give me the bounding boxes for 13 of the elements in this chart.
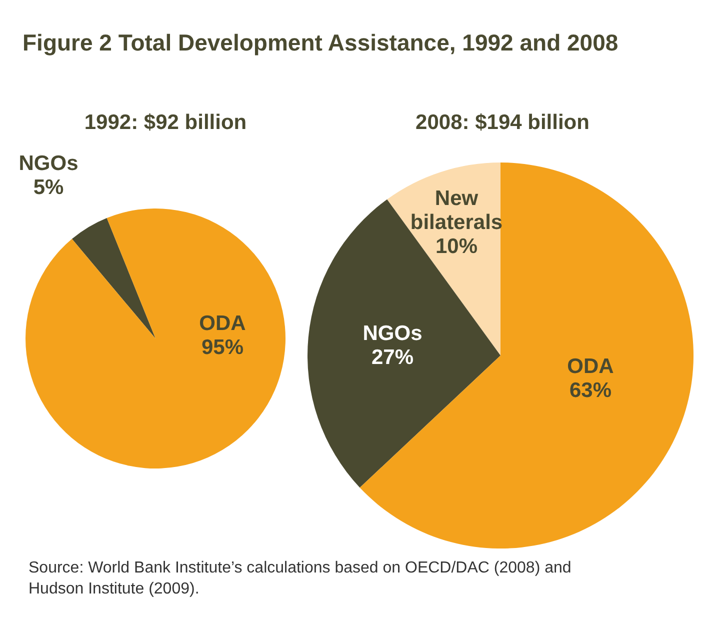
slice-label: NGOs	[362, 322, 422, 345]
chart-title: 1992: $92 billion	[84, 111, 247, 134]
slice-label: NGOs	[18, 152, 78, 175]
data-label: 10%	[435, 235, 478, 258]
slice-label: ODA	[199, 312, 246, 335]
data-label: 27%	[371, 346, 414, 370]
data-label: 95%	[201, 336, 244, 360]
slice-label: ODA	[567, 354, 614, 378]
data-label: 5%	[33, 176, 64, 200]
chart-title: 2008: $194 billion	[416, 111, 590, 134]
source-note: Source: World Bank Institute’s calculations based on OECD/DAC (2008) and Hudson Institute (2009).	[28, 559, 572, 598]
data-label: 63%	[569, 379, 612, 402]
text: Figure 2 Total Development Assistance, 1992 and 2008	[22, 30, 618, 56]
